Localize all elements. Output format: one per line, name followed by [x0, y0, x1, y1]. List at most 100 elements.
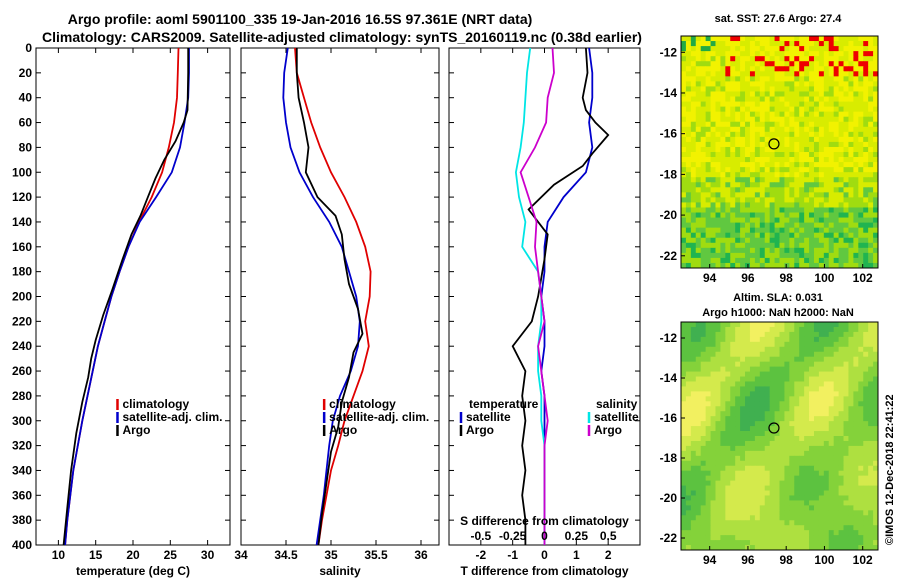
map-cell — [799, 431, 805, 437]
map-cell — [705, 56, 711, 62]
map-cell — [690, 36, 697, 42]
map-cell — [759, 51, 766, 57]
map-cell — [764, 81, 771, 87]
map-cell — [695, 401, 702, 407]
map-cell — [690, 376, 697, 382]
map-cell — [789, 366, 795, 372]
map-cell — [789, 450, 795, 457]
map-cell — [740, 520, 746, 526]
map-cell — [873, 217, 879, 224]
map-ytick-label: -22 — [660, 249, 678, 263]
map-cell — [809, 237, 815, 244]
map-cell — [784, 187, 790, 193]
map-cell — [809, 46, 815, 52]
map-cell — [681, 51, 687, 57]
map-cell — [784, 212, 790, 218]
map-cell — [690, 192, 697, 198]
map-cell — [749, 252, 756, 259]
map-cell — [740, 500, 746, 506]
map-cell — [868, 326, 874, 333]
map-cell — [818, 490, 825, 496]
map-cell — [690, 116, 697, 123]
map-cell — [848, 520, 854, 526]
map-cell — [774, 495, 780, 501]
map-cell — [710, 126, 716, 133]
map-cell — [720, 71, 726, 77]
map-cell — [863, 366, 869, 372]
map-cell — [745, 431, 751, 437]
map-cell — [853, 41, 859, 47]
map-cell — [769, 336, 775, 343]
map-cell — [828, 101, 835, 108]
map-cell — [868, 401, 874, 407]
map-cell — [700, 41, 707, 47]
map-cell — [720, 222, 726, 229]
map-cell — [764, 485, 771, 491]
map-cell — [759, 157, 766, 163]
map-cell — [759, 505, 766, 511]
map-cell — [813, 470, 820, 477]
map-cell — [700, 326, 707, 333]
map-cell — [809, 336, 815, 343]
map-cell — [710, 257, 716, 264]
map-cell — [681, 465, 687, 472]
map-cell — [858, 431, 864, 437]
map-cell — [681, 237, 687, 244]
map-cell — [715, 510, 721, 516]
map-cell — [828, 465, 835, 472]
map-cell — [759, 162, 766, 168]
map-cell — [799, 141, 805, 148]
map-cell — [740, 66, 746, 72]
map-cell — [745, 217, 751, 224]
map-cell — [759, 41, 766, 47]
map-cell — [700, 520, 707, 526]
map-cell — [725, 51, 731, 57]
map-cell — [735, 76, 741, 82]
map-cell — [700, 361, 707, 368]
depth-tick-label: 240 — [12, 339, 32, 353]
map-cell — [681, 262, 687, 269]
map-cell — [828, 227, 835, 234]
map-cell — [813, 247, 820, 254]
map-cell — [804, 371, 810, 377]
map-cell — [735, 470, 741, 477]
map-cell — [848, 431, 854, 437]
map-cell — [720, 426, 726, 432]
map-cell — [754, 510, 761, 516]
map-cell — [745, 351, 751, 358]
map-cell — [843, 96, 849, 102]
map-cell — [843, 455, 849, 462]
map-cell — [809, 227, 815, 234]
map-cell — [799, 346, 805, 353]
map-cell — [754, 351, 761, 358]
map-cell — [710, 386, 716, 392]
map-cell — [848, 386, 854, 392]
map-cell — [873, 366, 879, 372]
map-cell — [740, 426, 746, 432]
map-cell — [749, 366, 756, 372]
map-cell — [809, 480, 815, 486]
map-cell — [710, 237, 716, 244]
map-cell — [799, 381, 805, 387]
map-cell — [789, 257, 795, 264]
map-cell — [695, 232, 702, 239]
map-cell — [779, 406, 785, 412]
map-cell — [868, 322, 874, 328]
map-cell — [685, 162, 692, 168]
map-cell — [799, 341, 805, 348]
map-cell — [868, 212, 874, 218]
map-cell — [853, 146, 859, 153]
map-cell — [759, 525, 766, 531]
map-cell — [685, 480, 692, 486]
map-cell — [843, 356, 849, 363]
map-cell — [828, 157, 835, 163]
map-cell — [833, 436, 839, 442]
map-cell — [804, 510, 810, 516]
map-cell — [740, 411, 746, 417]
salinity-xtick-label: 36 — [414, 548, 428, 562]
map-cell — [823, 426, 830, 432]
map-cell — [720, 381, 726, 387]
map-cell — [799, 530, 805, 536]
map-cell — [838, 71, 844, 77]
map-cell — [769, 71, 775, 77]
